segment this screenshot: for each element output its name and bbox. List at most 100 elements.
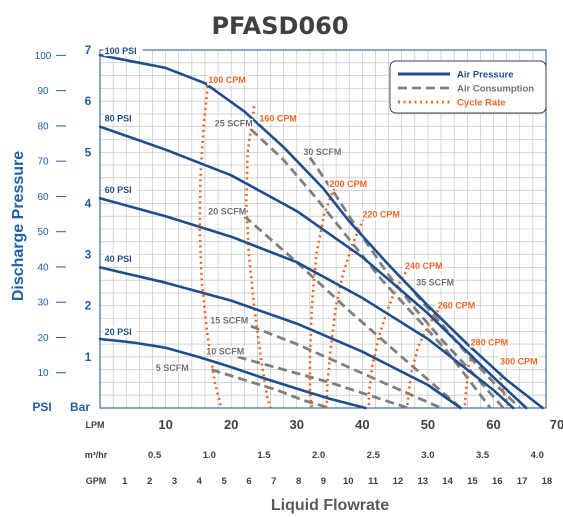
curve-label-220-cpm: 220 CPM [362, 210, 400, 220]
curve-label-300-cpm: 300 CPM [500, 357, 538, 367]
x-tick-label-lpm: 10 [158, 417, 172, 432]
x-tick-label-m3hr: 1.5 [257, 450, 271, 461]
air-consumption-line-15-scfm [250, 324, 442, 410]
curve-label-5-scfm: 5 SCFM [156, 363, 189, 373]
x-tick-label-gpm: 14 [442, 476, 453, 487]
x-tick-label-gpm: 15 [467, 476, 478, 487]
y-tick-label-bar: 1 [85, 350, 92, 364]
curve-label-bg [469, 337, 509, 348]
series-layer [98, 53, 545, 410]
y-tick-label-psi: 10 [37, 368, 49, 379]
x-tick-label-gpm: 16 [492, 476, 503, 487]
curve-label-100-cpm: 100 CPM [208, 75, 246, 85]
curve-label-bg [302, 146, 342, 157]
cycle-rate-line-220-cpm [325, 213, 367, 409]
legend-label-air-pressure: Air Pressure [457, 70, 514, 81]
curve-label-bg [154, 363, 189, 374]
curve-label-160-cpm: 160 CPM [259, 114, 297, 124]
x-tick-label-gpm: 1 [122, 476, 128, 487]
cycle-rate-line-160-cpm [245, 106, 272, 409]
x-tick-label-gpm: 12 [393, 476, 404, 487]
air-pressure-line-40-psi [98, 266, 463, 410]
x-tick-label-gpm: 11 [368, 476, 379, 487]
psi-unit-label: PSI [32, 400, 51, 414]
bar-unit-label: Bar [70, 400, 90, 414]
curve-label-25-scfm: 25 SCFM [215, 119, 253, 129]
x-tick-label-lpm: 20 [224, 417, 238, 432]
x-tick-label-gpm: 2 [147, 476, 152, 487]
air-pressure-line-80-psi [98, 125, 528, 410]
curve-label-bg [403, 260, 444, 271]
x-tick-label-gpm: 17 [517, 476, 528, 487]
x-tick-label-gpm: 6 [246, 476, 251, 487]
x-tick-label-m3hr: 2.5 [367, 450, 381, 461]
curve-label-35-scfm: 35 SCFM [416, 277, 454, 287]
curve-label-15-scfm: 15 SCFM [210, 316, 248, 326]
x-tick-label-lpm: 50 [421, 417, 435, 432]
x-tick-label-m3hr: 4.0 [531, 450, 544, 461]
cycle-rate-line-280-cpm [463, 348, 476, 409]
curve-label-60-psi: 60 PSI [105, 185, 132, 195]
curve-labels: 100 PSI 80 PSI 60 PSI 40 PSI 20 PSI 100 CPM 16… [103, 46, 539, 374]
y-axis-title: Discharge Pressure [10, 151, 27, 301]
x-tick-label-lpm: 30 [290, 417, 304, 432]
y-tick-label-psi: 50 [37, 227, 49, 238]
y-tick-label-psi: 40 [37, 262, 49, 273]
x-tick-label-m3hr: 0.5 [148, 450, 162, 461]
x-tick-label-m3hr: 2.0 [312, 450, 325, 461]
curve-label-bg [328, 179, 368, 190]
y-tick-label-bar: 3 [85, 248, 92, 262]
x-tick-label-lpm: 40 [355, 417, 369, 432]
curve-label-bg [436, 300, 476, 311]
lpm-unit-label: LPM [86, 420, 105, 430]
y-tick-label-psi: 90 [37, 86, 49, 97]
y-tick-label-bar: 2 [85, 299, 92, 313]
curve-label-10-scfm: 10 SCFM [206, 346, 244, 356]
x-tick-label-gpm: 7 [271, 476, 276, 487]
legend: Air Pressure Air Consumption Cycle Rate [389, 60, 547, 114]
air-pressure-line-100-psi [98, 53, 545, 410]
curve-label-200-cpm: 200 CPM [330, 179, 368, 189]
curve-label-bg [205, 346, 245, 357]
y-tick-label-bar: 7 [85, 43, 92, 57]
curve-label-bg [499, 356, 539, 367]
curve-label-bg [207, 206, 247, 217]
air-consumption-line-5-scfm [211, 368, 330, 410]
x-tick-label-gpm: 5 [221, 476, 227, 487]
curve-label-100-psi: 100 PSI [105, 46, 137, 56]
gpm-unit-label: GPM [86, 476, 107, 486]
x-tick-label-gpm: 8 [296, 476, 301, 487]
y-tick-label-psi: 60 [37, 192, 49, 203]
x-tick-label-m3hr: 1.0 [203, 450, 216, 461]
y-tick-label-psi: 20 [37, 333, 49, 344]
y-tick-label-psi: 70 [37, 157, 49, 168]
curve-label-bg [209, 315, 249, 326]
curve-label-bg [103, 185, 138, 196]
air-consumption-line-20-scfm [243, 215, 462, 410]
x-tick-label-m3hr: 3.5 [476, 450, 490, 461]
y-tick-label-psi: 80 [37, 121, 49, 132]
curve-label-280-cpm: 280 CPM [471, 338, 509, 348]
x-tick-label-gpm: 18 [542, 476, 553, 487]
air-consumption-line-10-scfm [237, 355, 409, 410]
x-tick-label-gpm: 4 [197, 476, 203, 487]
curve-label-260-cpm: 260 CPM [438, 300, 476, 310]
curve-label-40-psi: 40 PSI [105, 254, 132, 264]
curve-label-bg [103, 46, 143, 57]
legend-label-cycle-rate: Cycle Rate [457, 98, 506, 109]
curve-label-bg [103, 113, 138, 124]
curve-label-bg [207, 75, 247, 86]
curve-label-20-psi: 20 PSI [105, 327, 132, 337]
y-tick-label-psi: 100 [35, 51, 52, 62]
curve-label-bg [213, 118, 253, 129]
y-tick-label-psi: 30 [37, 298, 49, 309]
plot-frame [99, 49, 547, 409]
cycle-rate-line-300-cpm [498, 372, 512, 409]
m3hr-unit-label: m³/hr [85, 450, 108, 460]
y-tick-label-bar: 4 [85, 196, 92, 210]
x-tick-label-gpm: 9 [321, 476, 326, 487]
x-tick-label-gpm: 3 [172, 476, 177, 487]
curve-label-bg [103, 326, 138, 337]
